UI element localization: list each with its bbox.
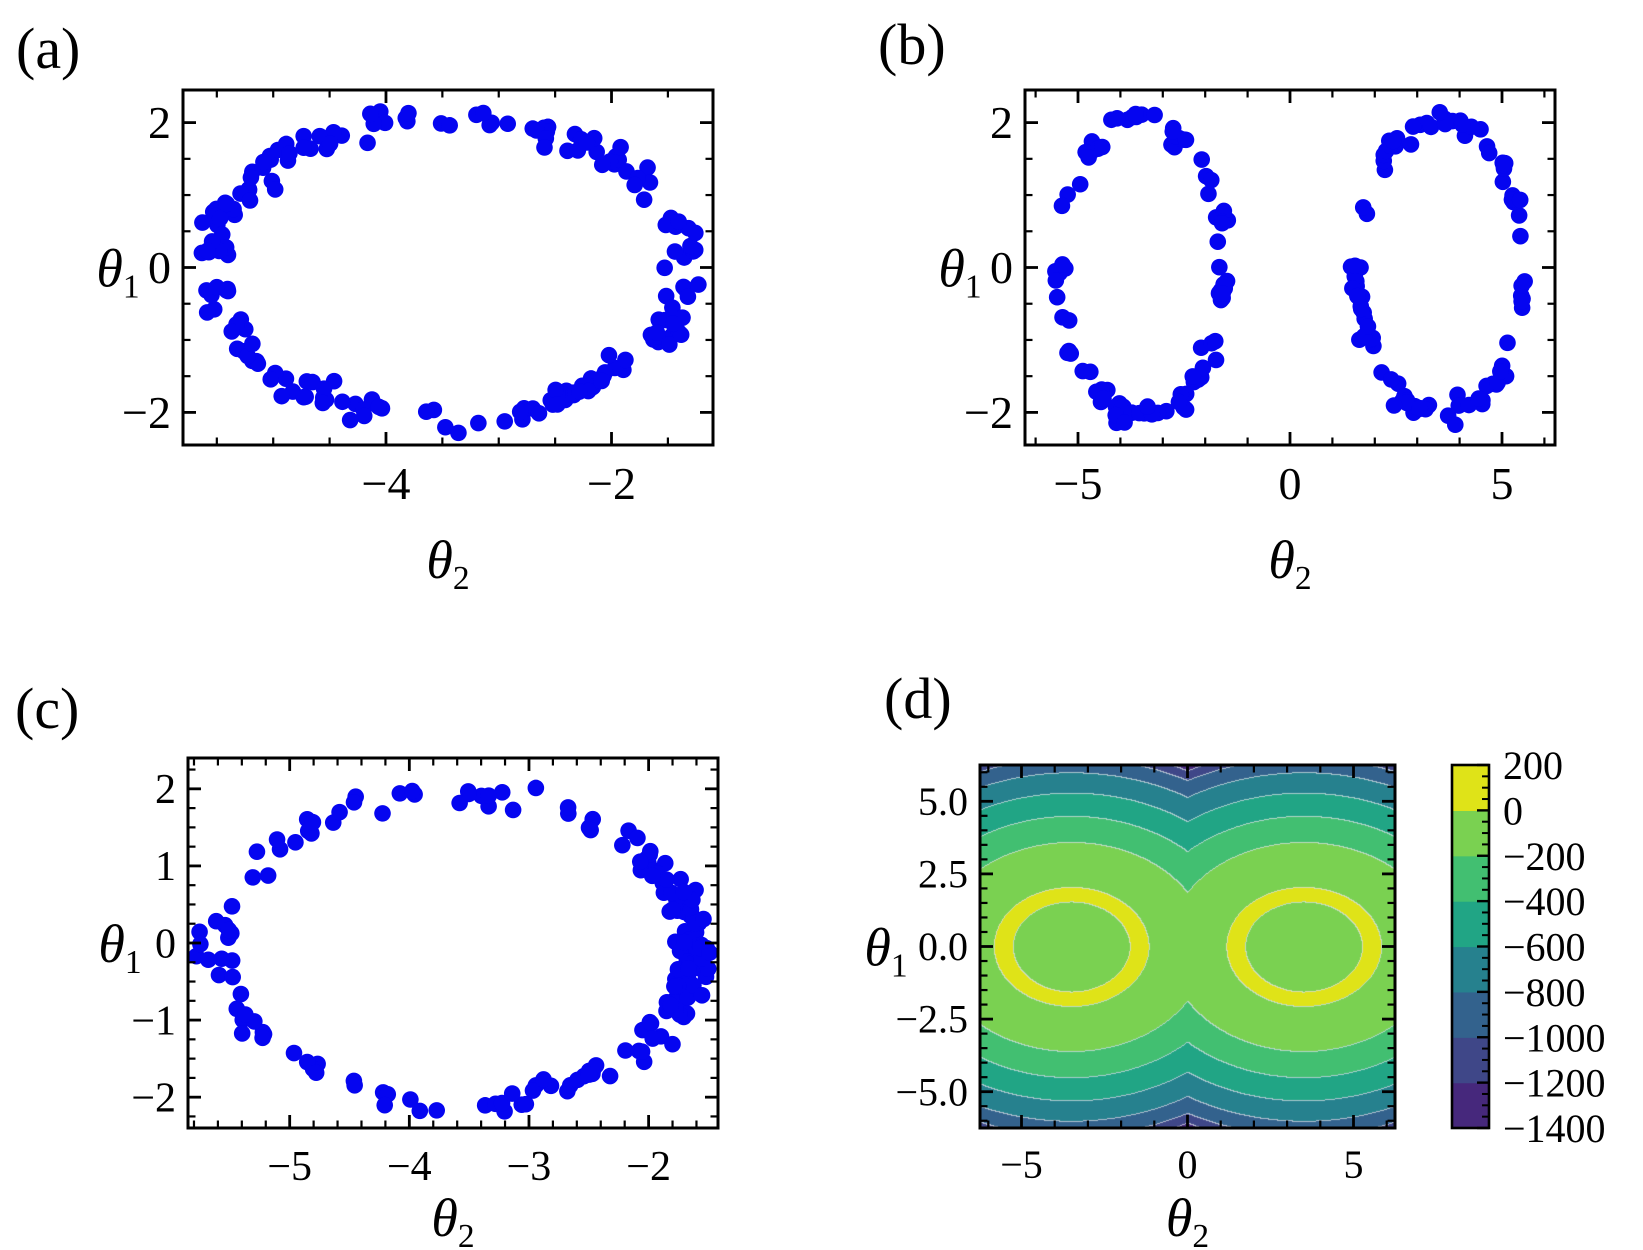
panel-a-ytick-label: 0 [148, 242, 171, 293]
panel-c-plot: −5 −4 −3 −2 −2 −1 0 1 2 θ2 θ1 [98, 756, 720, 1250]
panel-a-plot: −4 −2 −2 0 2 θ2 θ1 [96, 88, 715, 597]
panel-d-xaxis-label: θ2 [1166, 1188, 1209, 1250]
panel-b-ytick-label: −2 [964, 387, 1013, 438]
colorbar-tick-label: 200 [1503, 743, 1563, 788]
panel-b-yaxis-label: θ1 [938, 239, 981, 306]
panel-a-xaxis-label: θ2 [426, 530, 469, 597]
panel-b-plot: −5 0 5 −2 0 2 θ2 θ1 [938, 88, 1557, 597]
colorbar-tick-label: −800 [1503, 970, 1586, 1015]
panel-a-xtick-label: −4 [362, 458, 411, 509]
colorbar-tick-label: −600 [1503, 925, 1586, 970]
panel-c-frame [186, 756, 720, 1130]
panel-b-xtick-label: −5 [1054, 458, 1103, 509]
panel-b-xaxis-label: θ2 [1268, 530, 1311, 597]
panel-a-ytick-label: 2 [148, 97, 171, 148]
panel-c-ytick-label: 1 [155, 844, 176, 890]
colorbar-tick-label: −1000 [1503, 1015, 1606, 1060]
panel-a-xtick-label: −2 [587, 458, 636, 509]
panel-b-xtick-label: 5 [1491, 458, 1514, 509]
panel-b-label: (b) [878, 12, 946, 77]
panel-b-ytick-label: 0 [990, 242, 1013, 293]
panel-c-ytick-label: 2 [155, 767, 176, 813]
panel-d-plot: −5 0 5 −5.0 −2.5 0.0 2.5 5.0 θ2 θ1 [864, 763, 1397, 1250]
panel-d-ytick-label: −5.0 [895, 1069, 968, 1114]
panel-d-ytick-label: 0.0 [918, 924, 968, 969]
colorbar-tick-label: −200 [1503, 834, 1586, 879]
panel-c-ytick-label: 0 [155, 921, 176, 967]
panel-b-frame [1023, 88, 1557, 447]
panel-b-ytick-label: 2 [990, 97, 1013, 148]
scatter-points-b [1047, 103, 1533, 434]
panel-b-xtick-label: 0 [1279, 458, 1302, 509]
contour-plot-canvas [980, 765, 1395, 1128]
panel-d-xtick-label: −5 [1000, 1142, 1043, 1187]
panel-d-yaxis-label: θ1 [864, 918, 907, 985]
panel-c-yaxis-label: θ1 [98, 914, 141, 981]
panel-a-yaxis-label: θ1 [96, 239, 139, 306]
panel-c-xtick-label: −5 [267, 1144, 312, 1190]
panel-c-xtick-label: −3 [507, 1144, 552, 1190]
panel-a-label: (a) [16, 16, 81, 81]
colorbar-tick-label: −1200 [1503, 1061, 1606, 1106]
colorbar-tick-label: −400 [1503, 879, 1586, 924]
panel-c-label: (c) [15, 676, 80, 741]
panel-d-ytick-label: 5.0 [918, 779, 968, 824]
panel-d-xtick-label: 0 [1178, 1142, 1198, 1187]
panel-c-ytick-label: −1 [131, 998, 176, 1044]
panel-c-xaxis-label: θ2 [431, 1188, 474, 1250]
colorbar-tick-label: 0 [1503, 788, 1523, 833]
panel-d-label: (d) [884, 666, 952, 731]
panel-a-frame [181, 88, 715, 447]
scatter-points-a [193, 103, 707, 442]
colorbar-tick-label: −1400 [1503, 1106, 1606, 1151]
panel-c-xtick-label: −4 [387, 1144, 432, 1190]
panel-c-xtick-label: −2 [626, 1144, 671, 1190]
scatter-points-c [188, 779, 718, 1120]
panel-d-ytick-label: −2.5 [895, 997, 968, 1042]
panel-d-xtick-label: 5 [1344, 1142, 1364, 1187]
panel-c-ytick-label: −2 [131, 1075, 176, 1121]
panel-d-ytick-label: 2.5 [918, 852, 968, 897]
panel-a-ytick-label: −2 [122, 387, 171, 438]
